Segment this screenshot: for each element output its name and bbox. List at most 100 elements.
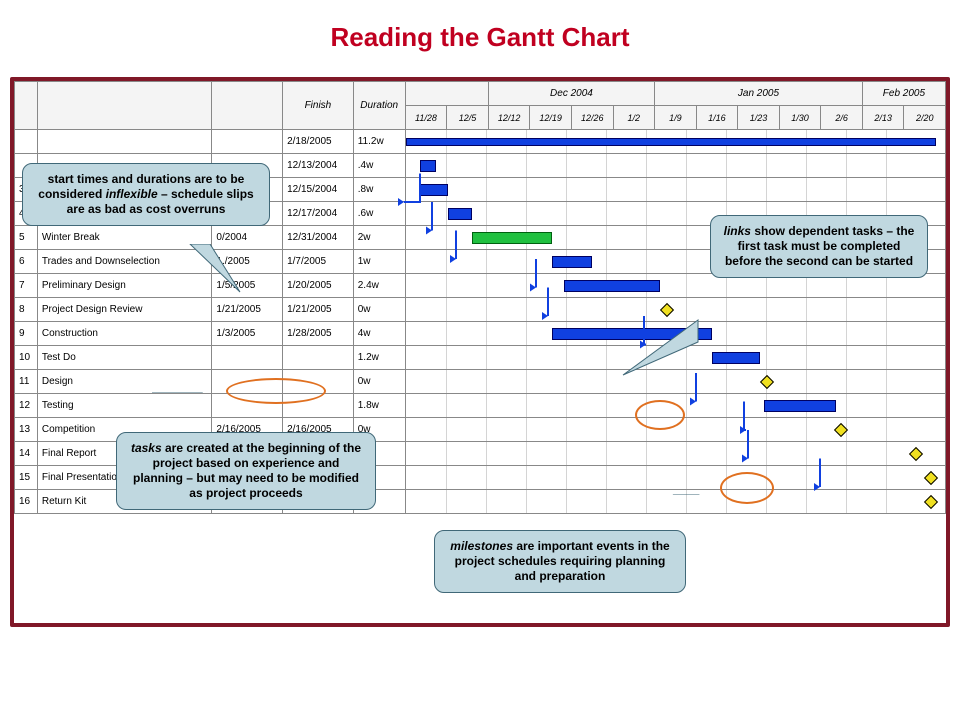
milestone-diamond <box>924 471 938 485</box>
col-header-month: Feb 2005 <box>862 82 945 106</box>
cell-finish: 1/20/2005 <box>283 274 354 298</box>
cell-task-name: Testing <box>37 394 212 418</box>
cell-duration: 2.4w <box>353 274 405 298</box>
callout-links: links show dependent tasks – the first t… <box>710 215 928 278</box>
cell-task-name: Preliminary Design <box>37 274 212 298</box>
cell-finish: 12/31/2004 <box>283 226 354 250</box>
cell-finish: 1/7/2005 <box>283 250 354 274</box>
cell-id: 6 <box>15 250 38 274</box>
cell-finish: 1/21/2005 <box>283 298 354 322</box>
col-header-date: 1/30 <box>779 106 821 130</box>
milestone-diamond <box>760 375 774 389</box>
task-bar <box>420 184 448 196</box>
cell-finish <box>283 346 354 370</box>
summary-bar <box>406 138 936 146</box>
cell-start: 0/2004 <box>212 226 283 250</box>
task-bar <box>712 352 760 364</box>
gantt-cell <box>405 178 945 202</box>
ellipse-highlight <box>720 472 774 504</box>
gantt-cell <box>405 466 945 490</box>
cell-task-name: Test Do <box>37 346 212 370</box>
table-row: 11Design0w <box>15 370 946 394</box>
cell-duration: 0w <box>353 298 405 322</box>
col-header-month: Dec 2004 <box>488 82 654 106</box>
ellipse-highlight <box>226 378 326 404</box>
col-header-blank <box>15 82 38 130</box>
cell-id: 12 <box>15 394 38 418</box>
col-header-month: Jan 2005 <box>655 82 863 106</box>
cell-id: 9 <box>15 322 38 346</box>
gantt-cell <box>405 154 945 178</box>
gantt-cell <box>405 298 945 322</box>
cell-id: 10 <box>15 346 38 370</box>
col-header-duration: Duration <box>353 82 405 130</box>
task-bar <box>420 160 436 172</box>
col-header-blank <box>37 82 212 130</box>
cell-finish: 12/15/2004 <box>283 178 354 202</box>
cell-duration: .6w <box>353 202 405 226</box>
gantt-cell <box>405 346 945 370</box>
col-header-date: 1/16 <box>696 106 738 130</box>
col-header-date: 1/2 <box>613 106 655 130</box>
cell-task-name: Design <box>37 370 212 394</box>
cell-duration: 11.2w <box>353 130 405 154</box>
cell-task-name: Trades and Downselection <box>37 250 212 274</box>
col-header-date: 2/13 <box>862 106 904 130</box>
cell-id: 7 <box>15 274 38 298</box>
task-bar <box>552 328 712 340</box>
cell-duration: 1.2w <box>353 346 405 370</box>
cell-id: 5 <box>15 226 38 250</box>
task-bar <box>764 400 836 412</box>
callout-start-times: start times and durations are to be cons… <box>22 163 270 226</box>
gantt-cell <box>405 322 945 346</box>
cell-start <box>212 130 283 154</box>
cell-finish: 2/18/2005 <box>283 130 354 154</box>
cell-duration: .8w <box>353 178 405 202</box>
col-header-date: 12/12 <box>488 106 530 130</box>
cell-duration: 1w <box>353 250 405 274</box>
gantt-cell <box>405 370 945 394</box>
cell-duration: .4w <box>353 154 405 178</box>
col-header-blank <box>212 82 283 130</box>
col-header-month <box>405 82 488 106</box>
cell-id: 8 <box>15 298 38 322</box>
callout-tasks: tasks are created at the beginning of th… <box>116 432 376 510</box>
cell-start <box>212 346 283 370</box>
cell-start: 1/3/2005 <box>212 322 283 346</box>
col-header-date: 2/20 <box>904 106 946 130</box>
cell-duration: 0w <box>353 370 405 394</box>
table-row: 9Construction1/3/20051/28/20054w <box>15 322 946 346</box>
col-header-date: 12/5 <box>447 106 489 130</box>
col-header-date: 12/26 <box>571 106 613 130</box>
cell-duration: 2w <box>353 226 405 250</box>
callout-milestones: milestones are important events in the p… <box>434 530 686 593</box>
task-bar <box>552 256 592 268</box>
col-header-date: 11/28 <box>405 106 447 130</box>
milestone-diamond <box>924 495 938 509</box>
cell-start: 1/21/2005 <box>212 298 283 322</box>
table-row: 12Testing 1.8w <box>15 394 946 418</box>
task-bar <box>564 280 660 292</box>
table-row: 10Test Do 1.2w <box>15 346 946 370</box>
gantt-cell <box>405 130 945 154</box>
task-bar <box>448 208 472 220</box>
page-title: Reading the Gantt Chart <box>0 0 960 77</box>
col-header-finish: Finish <box>283 82 354 130</box>
cell-id: 15 <box>15 466 38 490</box>
col-header-date: 1/9 <box>655 106 697 130</box>
cell-finish: 12/17/2004 <box>283 202 354 226</box>
cell-id <box>15 130 38 154</box>
table-row: 8Project Design Review1/21/20051/21/2005… <box>15 298 946 322</box>
milestone-diamond <box>909 447 923 461</box>
table-row: 2/18/200511.2w <box>15 130 946 154</box>
cell-duration: 1.8w <box>353 394 405 418</box>
cell-id: 16 <box>15 490 38 514</box>
ellipse-highlight <box>635 400 685 430</box>
cell-start: 1/5/2005 <box>212 274 283 298</box>
cell-finish: 1/28/2005 <box>283 322 354 346</box>
cell-task-name <box>37 130 212 154</box>
cell-start: 1./2005 <box>212 250 283 274</box>
cell-id: 13 <box>15 418 38 442</box>
cell-finish: 12/13/2004 <box>283 154 354 178</box>
col-header-date: 2/6 <box>821 106 863 130</box>
